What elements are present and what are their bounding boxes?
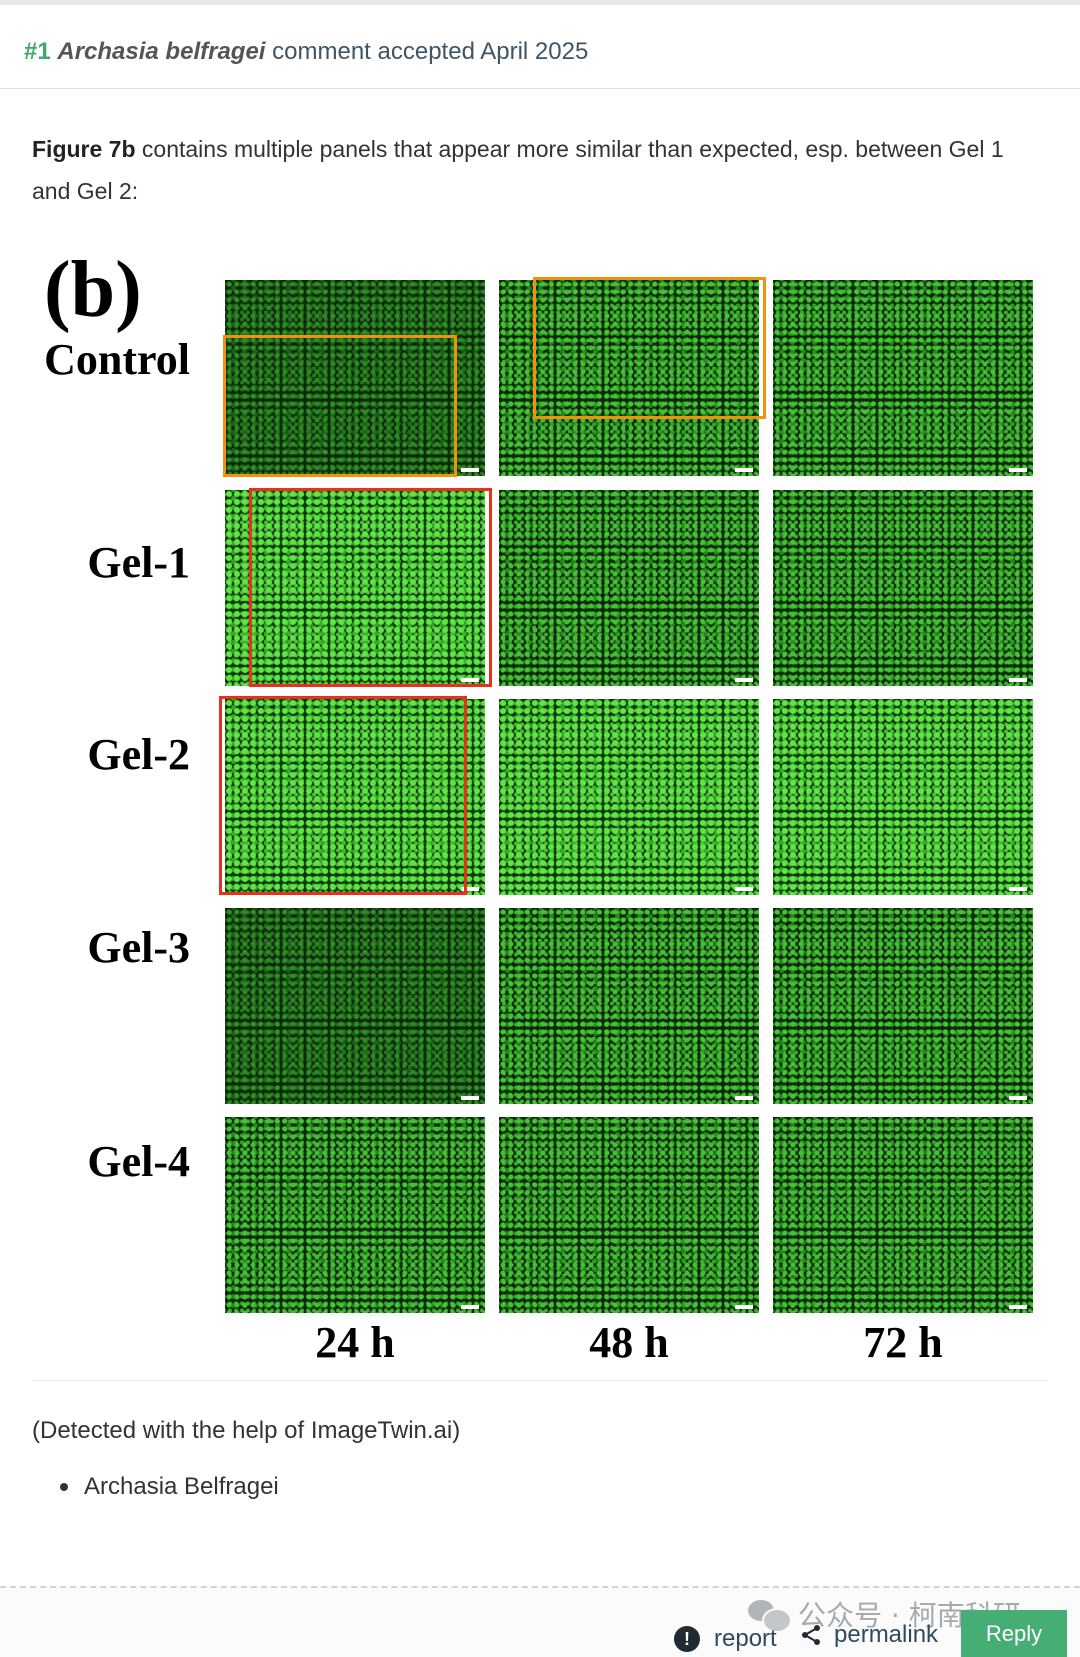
divider	[32, 1380, 1048, 1381]
pub-number[interactable]: #1	[24, 38, 51, 65]
comment-text: contains multiple panels that appear mor…	[32, 136, 1004, 204]
permalink-label[interactable]: permalink	[834, 1621, 939, 1648]
scale-bar	[1009, 887, 1027, 891]
scale-bar	[1009, 468, 1027, 472]
highlight-box-orange-control-24h	[223, 335, 457, 477]
highlight-box-red-gel1-24h	[249, 488, 492, 687]
panel-gel1-24h	[225, 490, 485, 686]
comment-header: #1 Archasia belfragei comment accepted A…	[0, 5, 1080, 89]
bullet-icon	[60, 1483, 68, 1491]
panel-gel2-72h	[773, 699, 1033, 895]
dashed-divider	[0, 1586, 1080, 1588]
column-label-24h: 24 h	[315, 1318, 395, 1367]
row-label-gel3: Gel-3	[87, 923, 190, 972]
row-label-control: Control	[44, 335, 190, 384]
scale-bar	[461, 887, 479, 891]
scale-bar	[735, 1305, 753, 1309]
scale-bar	[735, 678, 753, 682]
panel-gel1-48h	[499, 490, 759, 686]
report-link[interactable]: ! report	[674, 1625, 777, 1653]
scale-bar	[1009, 1096, 1027, 1100]
scale-bar	[1009, 678, 1027, 682]
panel-gel2-24h	[225, 699, 485, 895]
author-name[interactable]: Archasia Belfragei	[84, 1473, 279, 1500]
scale-bar	[1009, 1305, 1027, 1309]
report-label[interactable]: report	[714, 1625, 777, 1652]
figure-image: (b) Control Gel-1 Gel-2 Gel-3 Gel-4 24 h…	[32, 240, 1042, 1370]
detection-note: (Detected with the help of ImageTwin.ai)	[32, 1417, 461, 1444]
panel-gel4-72h	[773, 1117, 1033, 1313]
panel-gel3-24h	[225, 908, 485, 1104]
row-label-gel1: Gel-1	[87, 538, 190, 587]
scale-bar	[461, 468, 479, 472]
comment-title: #1 Archasia belfragei comment accepted A…	[24, 35, 588, 69]
permalink-link[interactable]: permalink	[800, 1621, 938, 1649]
exclamation-icon: !	[674, 1626, 700, 1652]
comment-body: Figure 7b contains multiple panels that …	[32, 128, 1042, 212]
panel-gel2-48h	[499, 699, 759, 895]
top-rule	[0, 0, 1080, 5]
wechat-icon	[748, 1598, 792, 1633]
species-name[interactable]: Archasia belfragei	[57, 38, 266, 65]
panel-gel3-48h	[499, 908, 759, 1104]
row-label-gel4: Gel-4	[87, 1137, 190, 1186]
scale-bar	[461, 678, 479, 682]
share-icon	[802, 1625, 820, 1645]
scale-bar	[461, 1305, 479, 1309]
scale-bar	[461, 1096, 479, 1100]
reply-button[interactable]: Reply	[961, 1610, 1067, 1657]
column-label-48h: 48 h	[589, 1318, 669, 1367]
panel-control-24h	[225, 280, 485, 476]
panel-gel1-72h	[773, 490, 1033, 686]
panel-control-72h	[773, 280, 1033, 476]
author-list: Archasia Belfragei	[60, 1470, 279, 1504]
scale-bar	[735, 887, 753, 891]
scale-bar	[735, 468, 753, 472]
status-text: comment accepted April 2025	[272, 38, 589, 65]
comment-footer	[0, 1586, 1080, 1657]
highlight-box-red-gel2-24h	[219, 696, 467, 895]
column-label-72h: 72 h	[863, 1318, 943, 1367]
figure-ref: Figure 7b	[32, 136, 136, 162]
panel-letter: (b)	[44, 246, 142, 334]
highlight-box-orange-control-48h	[533, 277, 766, 419]
panel-control-48h	[499, 280, 759, 476]
scale-bar	[735, 1096, 753, 1100]
row-label-gel2: Gel-2	[87, 730, 190, 779]
panel-gel4-48h	[499, 1117, 759, 1313]
panel-gel3-72h	[773, 908, 1033, 1104]
panel-gel4-24h	[225, 1117, 485, 1313]
author-item: Archasia Belfragei	[60, 1470, 279, 1504]
